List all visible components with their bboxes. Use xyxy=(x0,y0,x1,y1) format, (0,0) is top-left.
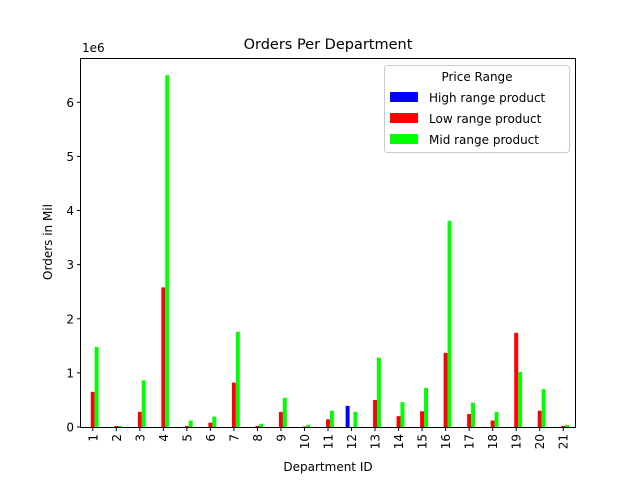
bar-dept-11-series-1 xyxy=(326,419,330,427)
x-tick-label: 17 xyxy=(463,434,477,449)
x-tick-label: 18 xyxy=(486,434,500,449)
bar-dept-18-series-1 xyxy=(490,420,495,427)
bar-dept-4-series-1 xyxy=(161,287,166,427)
bar-dept-14-series-2 xyxy=(400,402,405,427)
bar-dept-1-series-2 xyxy=(94,346,99,427)
bar-dept-14-series-1 xyxy=(396,416,401,427)
bar-dept-1-series-1 xyxy=(90,391,95,427)
bar-dept-16-series-1 xyxy=(443,352,448,427)
y-tick-label: 1 xyxy=(66,366,74,380)
bar-dept-21-series-1 xyxy=(561,425,566,427)
y-tick-label: 6 xyxy=(66,96,74,110)
legend-label-low: Low range product xyxy=(429,112,542,126)
y-tick-label: 0 xyxy=(66,421,74,435)
legend-swatch-low xyxy=(390,113,418,123)
y-axis-label: Orders in Mil xyxy=(41,204,55,280)
bar-dept-15-series-1 xyxy=(420,411,425,427)
bar-dept-2-series-1 xyxy=(114,425,119,427)
legend-label-high: High range product xyxy=(429,91,546,105)
chart-title: Orders Per Department xyxy=(244,37,413,53)
bar-dept-2-series-2 xyxy=(118,425,123,427)
y-tick-label: 4 xyxy=(66,204,74,218)
legend-title: Price Range xyxy=(441,70,512,84)
x-tick-label: 3 xyxy=(133,434,147,442)
bar-dept-7-series-2 xyxy=(235,331,240,427)
bar-dept-16-series-2 xyxy=(447,220,452,427)
bar-dept-6-series-1 xyxy=(208,422,213,427)
x-tick-label: 16 xyxy=(439,434,453,449)
bar-dept-6-series-2 xyxy=(212,416,217,427)
x-tick-label: 4 xyxy=(157,434,171,442)
plot-frame xyxy=(80,58,576,428)
bar-dept-10-series-1 xyxy=(302,426,307,427)
y-tick-label: 5 xyxy=(66,150,74,164)
legend-swatch-mid xyxy=(390,134,418,144)
x-axis-label: Department ID xyxy=(283,460,372,474)
bar-dept-15-series-2 xyxy=(424,388,428,427)
x-tick-label: 19 xyxy=(510,434,524,449)
bar-dept-17-series-1 xyxy=(467,414,472,427)
bar-dept-21-series-2 xyxy=(565,424,570,427)
x-tick-label: 14 xyxy=(392,434,406,449)
legend-box xyxy=(384,65,570,153)
bar-dept-13-series-2 xyxy=(377,357,381,427)
x-tick-label: 1 xyxy=(86,434,100,442)
bar-dept-12-series-0 xyxy=(345,405,350,427)
bar-dept-8-series-1 xyxy=(255,425,260,427)
x-tick-label: 5 xyxy=(180,434,194,442)
x-tick-label: 15 xyxy=(416,434,430,449)
legend-label-mid: Mid range product xyxy=(429,133,539,147)
y-axis-ticks: 0 1 2 3 4 5 6 xyxy=(66,96,81,435)
y-tick-label: 2 xyxy=(66,312,74,326)
x-tick-label: 6 xyxy=(204,434,218,442)
legend: Price Range High range product Low range… xyxy=(384,65,570,153)
x-tick-label: 20 xyxy=(533,434,547,449)
x-tick-label: 21 xyxy=(557,434,571,449)
bar-dept-9-series-2 xyxy=(282,397,287,427)
bar-dept-9-series-1 xyxy=(278,411,283,427)
y-multiplier-label: 1e6 xyxy=(82,41,105,55)
bar-dept-19-series-1 xyxy=(514,332,519,427)
bar-dept-18-series-2 xyxy=(494,411,499,427)
x-tick-label: 7 xyxy=(227,434,241,442)
bar-dept-5-series-1 xyxy=(184,425,189,427)
bar-dept-11-series-2 xyxy=(329,410,334,427)
bar-dept-7-series-1 xyxy=(231,382,236,427)
y-tick-label: 3 xyxy=(66,258,74,272)
bar-dept-20-series-1 xyxy=(537,410,542,427)
x-tick-label: 12 xyxy=(345,434,359,449)
x-tick-label: 8 xyxy=(251,434,265,442)
x-tick-label: 2 xyxy=(110,434,124,442)
bar-dept-3-series-2 xyxy=(141,380,146,427)
x-tick-label: 11 xyxy=(322,434,336,449)
bar-dept-3-series-1 xyxy=(137,411,142,427)
bar-dept-4-series-2 xyxy=(165,75,170,428)
bar-dept-12-series-2 xyxy=(353,411,358,427)
bar-dept-19-series-2 xyxy=(518,371,523,427)
legend-swatch-high xyxy=(390,92,418,102)
x-axis-ticks: 1 2 3 4 5 6 7 8 9 10 11 12 13 14 15 16 17 18 19 20 21 xyxy=(86,427,571,449)
bar-dept-10-series-2 xyxy=(306,424,311,427)
x-tick-label: 10 xyxy=(298,434,312,449)
x-tick-label: 13 xyxy=(369,434,383,449)
bar-dept-20-series-2 xyxy=(541,389,546,427)
bar-dept-17-series-2 xyxy=(471,402,476,427)
bar-dept-13-series-1 xyxy=(373,399,378,427)
bar-dept-8-series-2 xyxy=(259,423,264,427)
bar-dept-5-series-2 xyxy=(188,420,193,427)
x-tick-label: 9 xyxy=(274,434,288,442)
bars-layer xyxy=(90,75,570,428)
